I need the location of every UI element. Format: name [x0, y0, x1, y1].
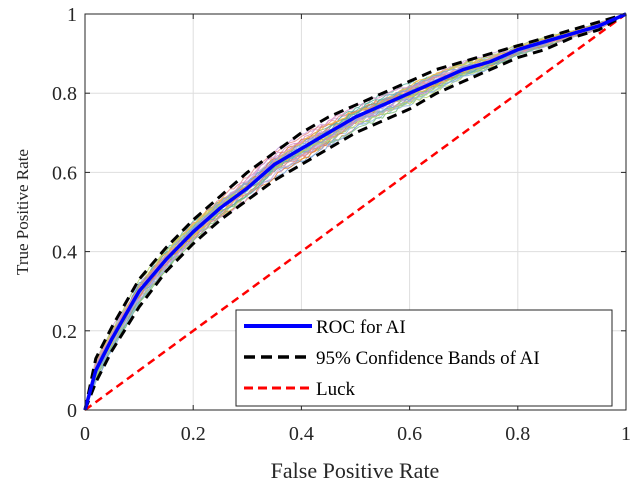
x-tick-label: 1 — [621, 423, 630, 445]
series-lines — [83, 12, 627, 412]
x-tick-label: 0.8 — [505, 423, 530, 445]
confidence-band-upper-line — [83, 12, 627, 411]
y-axis-ticks: 0 0.2 0.4 0.6 0.8 1 — [52, 4, 626, 422]
y-tick-label: 0 — [67, 400, 77, 422]
legend-label-confidence: 95% Confidence Bands of AI — [316, 348, 540, 369]
x-axis-ticks: 0 0.2 0.4 0.6 0.8 1 — [80, 14, 630, 445]
y-tick-label: 1 — [67, 4, 77, 26]
x-tick-label: 0 — [80, 423, 90, 445]
y-tick-label: 0.4 — [52, 242, 77, 264]
y-axis-title: True Positive Rate — [13, 149, 32, 275]
legend-label-roc: ROC for AI — [316, 317, 406, 338]
x-tick-label: 0.6 — [397, 423, 422, 445]
x-tick-label: 0.4 — [289, 423, 314, 445]
y-tick-label: 0.6 — [52, 162, 77, 184]
x-axis-title: False Positive Rate — [271, 458, 440, 483]
x-tick-label: 0.2 — [181, 423, 206, 445]
y-tick-label: 0.2 — [52, 321, 77, 343]
legend: ROC for AI 95% Confidence Bands of AI Lu… — [235, 309, 613, 407]
luck-line — [84, 12, 627, 412]
roc-line — [83, 12, 627, 411]
plot-frame — [84, 13, 627, 411]
legend-label-luck: Luck — [316, 379, 356, 400]
y-tick-label: 0.8 — [52, 83, 77, 105]
